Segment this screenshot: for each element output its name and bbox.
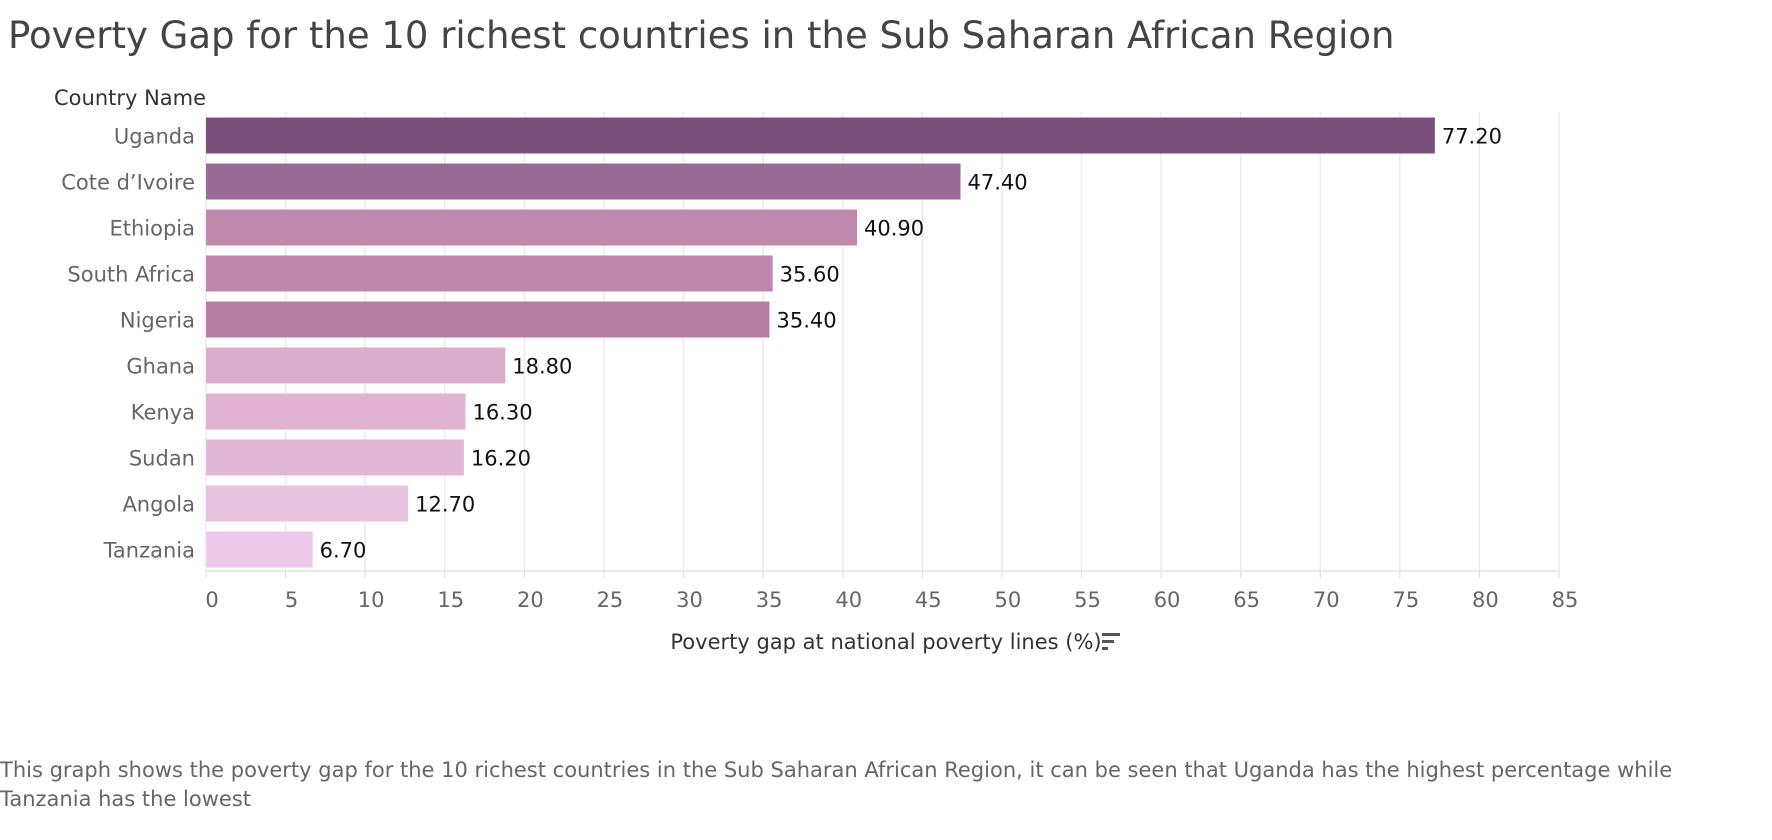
data-label: 16.30 [472, 401, 532, 425]
category-label: Tanzania [103, 539, 195, 563]
bar[interactable] [206, 209, 858, 246]
value-labels: 77.20 47.40 40.90 35.60 35.40 18.80 16.30 16.20… [320, 125, 1502, 563]
category-label: Angola [122, 493, 195, 517]
bar[interactable] [206, 393, 466, 430]
category-labels: Uganda Cote d’Ivoire Ethiopia South Africa N… [61, 125, 195, 563]
category-label: Uganda [114, 125, 195, 149]
bar[interactable] [206, 255, 773, 292]
bar[interactable] [206, 531, 313, 568]
x-tick-label: 75 [1392, 588, 1419, 612]
data-label: 35.60 [780, 263, 840, 287]
data-label: 16.20 [471, 447, 531, 471]
category-label: South Africa [67, 263, 195, 287]
sort-descending-icon[interactable] [1102, 633, 1120, 650]
bar[interactable] [206, 439, 464, 476]
bar[interactable] [206, 485, 409, 522]
category-label: Nigeria [120, 309, 195, 333]
x-tick-label: 85 [1552, 588, 1579, 612]
bars [206, 117, 1435, 568]
x-tick-label: 70 [1313, 588, 1340, 612]
bar[interactable] [206, 117, 1435, 154]
data-label: 47.40 [967, 171, 1027, 195]
bar[interactable] [206, 347, 506, 384]
chart-caption: This graph shows the poverty gap for the… [0, 758, 1673, 811]
chart-title: Poverty Gap for the 10 richest countries… [8, 14, 1395, 57]
x-tick-label: 0 [205, 588, 218, 612]
x-tick-label: 35 [756, 588, 783, 612]
x-tick-label: 80 [1472, 588, 1499, 612]
x-tick-label: 25 [597, 588, 624, 612]
x-tick-label: 5 [285, 588, 298, 612]
bar[interactable] [206, 301, 770, 338]
x-tick-label: 50 [995, 588, 1022, 612]
x-tick-label: 55 [1074, 588, 1101, 612]
x-tick-label: 30 [676, 588, 703, 612]
x-tick-label: 15 [437, 588, 464, 612]
y-axis-title: Country Name [54, 86, 206, 110]
x-tick-label: 65 [1233, 588, 1260, 612]
x-axis-title: Poverty gap at national poverty lines (%… [670, 630, 1101, 654]
x-tick-label: 45 [915, 588, 942, 612]
x-axis: 0 5 10 15 20 25 30 35 40 45 50 55 60 65 70 75 80 85 [205, 570, 1579, 612]
x-tick-label: 20 [517, 588, 544, 612]
data-label: 40.90 [864, 217, 924, 241]
x-tick-label: 10 [358, 588, 385, 612]
bar-chart: Uganda Cote d’Ivoire Ethiopia South Africa N… [54, 86, 1579, 654]
x-tick-label: 40 [835, 588, 862, 612]
category-label: Ghana [126, 355, 195, 379]
data-label: 18.80 [512, 355, 572, 379]
category-label: Sudan [129, 447, 195, 471]
category-label: Cote d’Ivoire [61, 171, 195, 195]
data-label: 35.40 [776, 309, 836, 333]
category-label: Kenya [131, 401, 195, 425]
data-label: 77.20 [1442, 125, 1502, 149]
data-label: 12.70 [415, 493, 475, 517]
bar[interactable] [206, 163, 961, 200]
data-label: 6.70 [320, 539, 367, 563]
x-tick-label: 60 [1154, 588, 1181, 612]
category-label: Ethiopia [109, 217, 195, 241]
